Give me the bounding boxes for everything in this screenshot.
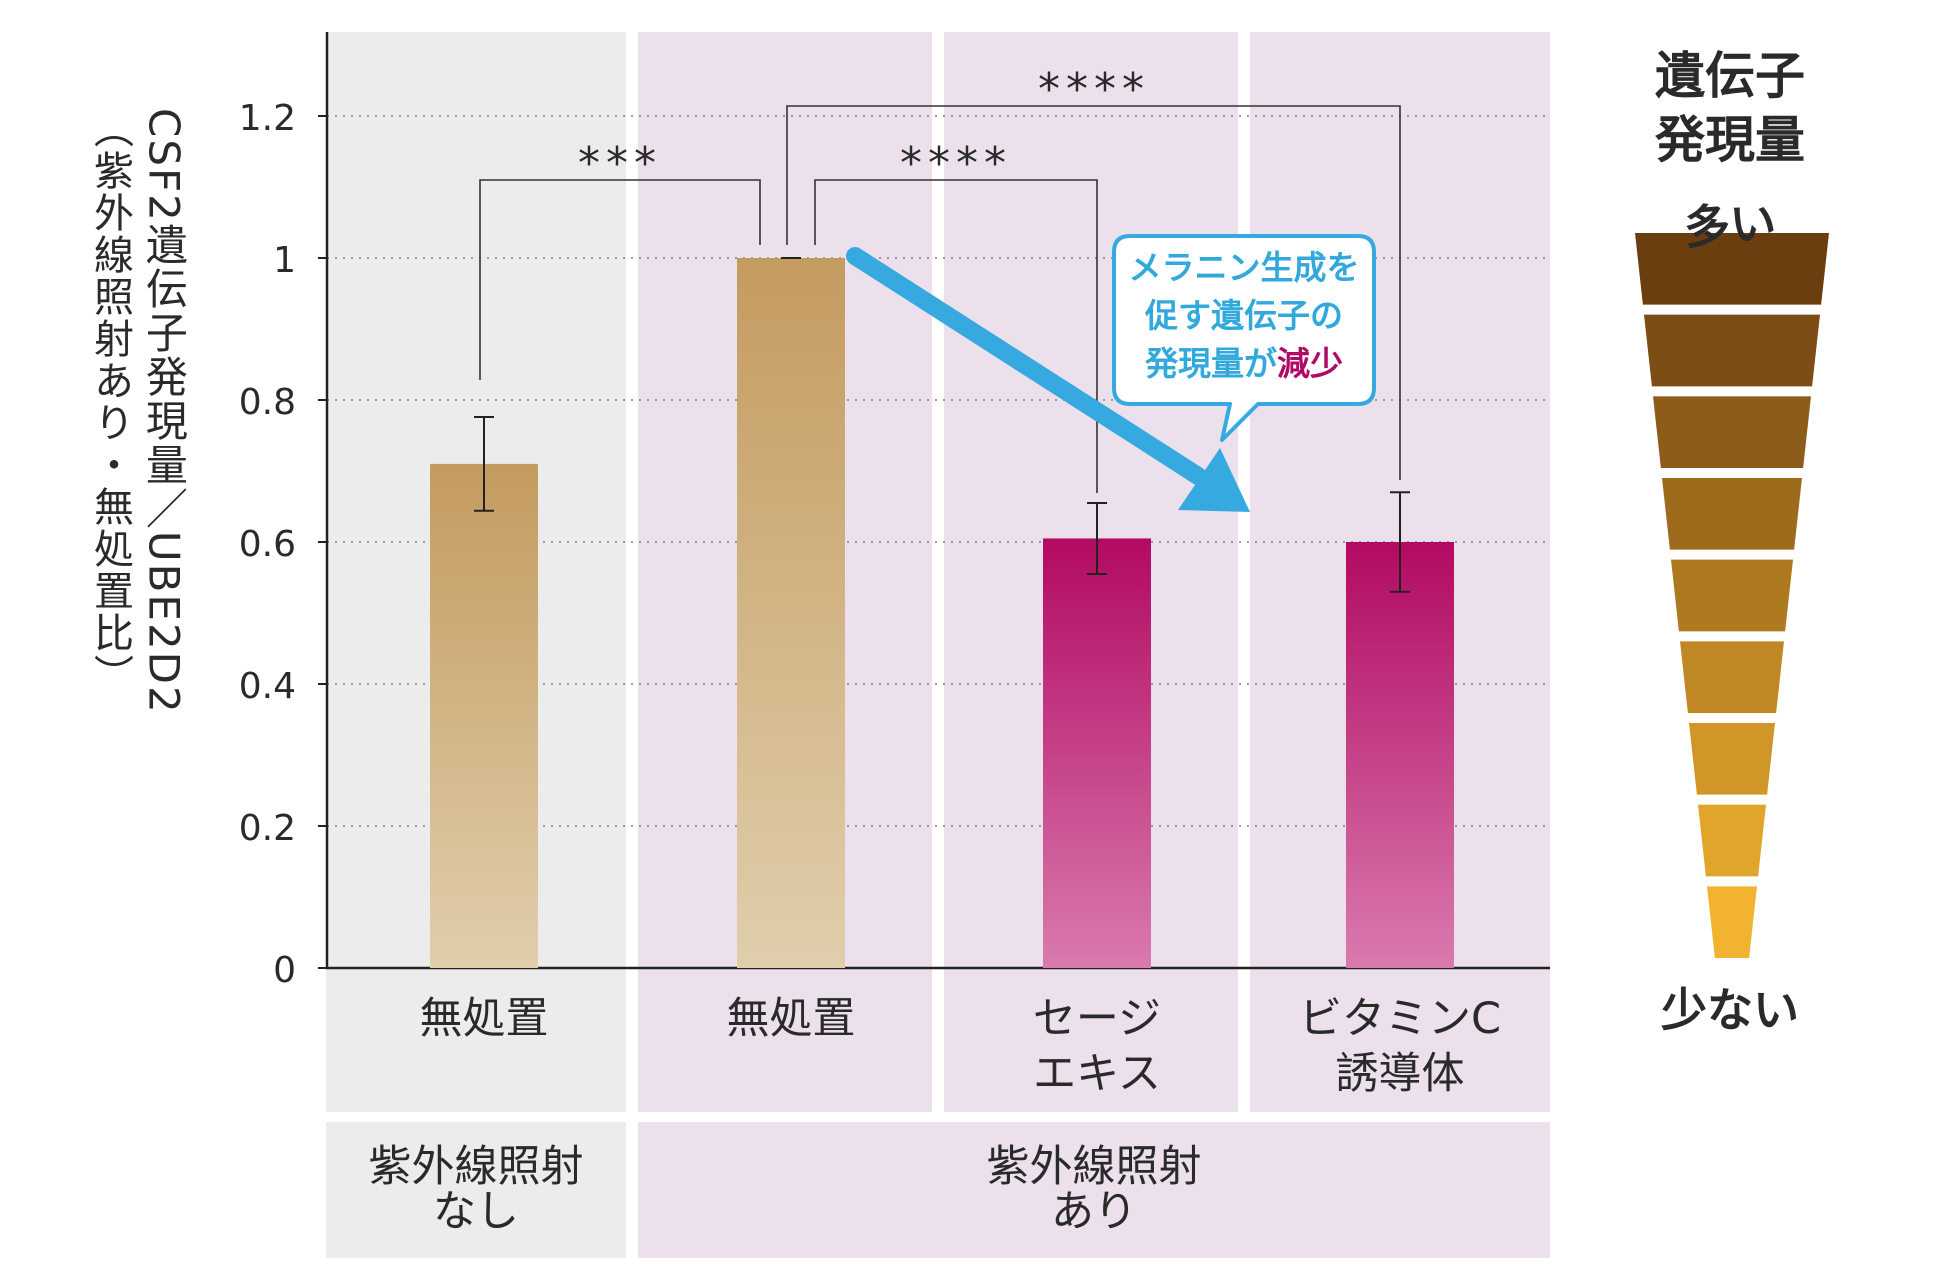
group-label: 紫外線照射 なし	[326, 1145, 626, 1235]
category-label-line: エキス	[1033, 1049, 1161, 1099]
funnel-segment	[1662, 478, 1802, 550]
callout-line2: 促す遺伝子の	[1145, 296, 1343, 335]
significance-label: ****	[1038, 64, 1150, 115]
y-axis-title: CSF2遺伝子発現量／UBE2D2	[138, 108, 188, 968]
gridlines	[318, 115, 1550, 969]
significance-brackets: *** ********	[479, 64, 1401, 493]
error-bar	[1390, 491, 1410, 593]
legend-title-line2: 発現量	[1655, 111, 1805, 169]
y-tick-label: 0.8	[239, 382, 296, 423]
significance-label: ***	[578, 138, 662, 189]
bar	[1043, 538, 1151, 968]
callout-line1: メラニン生成を	[1128, 248, 1360, 287]
bar	[737, 258, 845, 968]
group-label-line: なし	[433, 1187, 519, 1237]
callout-text: メラニン生成を 促す遺伝子の 発現量が減少	[1114, 244, 1374, 388]
panel-group-uv	[638, 1122, 1550, 1258]
panel-group-no-uv	[326, 1122, 626, 1258]
legend-title-line1: 遺伝子	[1655, 47, 1805, 105]
group-label-line: 紫外線照射	[368, 1142, 584, 1192]
category-label: ビタミンC 誘導体	[1250, 992, 1550, 1102]
y-tick-label: 0	[273, 950, 296, 991]
category-label: セージ エキス	[947, 992, 1247, 1102]
bar	[1346, 542, 1454, 968]
significance-bracket: ****	[786, 64, 1401, 480]
y-tick-label: 1.2	[239, 98, 296, 139]
significance-label: ****	[900, 138, 1012, 189]
legend-title: 遺伝子 発現量	[1620, 44, 1840, 172]
category-label-line: 無処置	[419, 994, 549, 1044]
funnel-segment	[1689, 723, 1775, 795]
y-tick-label: 0.6	[239, 524, 296, 565]
funnel-segment	[1680, 641, 1784, 713]
funnel-segment	[1671, 559, 1793, 632]
group-label-line: 紫外線照射	[986, 1142, 1202, 1192]
category-label-line: セージ	[1032, 994, 1162, 1044]
callout-emphasis: 減少	[1277, 344, 1343, 383]
group-label-line: あり	[1051, 1187, 1137, 1237]
group-label: 紫外線照射 あり	[638, 1145, 1550, 1235]
funnel-segment	[1653, 396, 1811, 468]
funnel-segment	[1635, 233, 1829, 305]
expression-funnel-legend	[1635, 233, 1829, 958]
y-axis-title-line2: （紫外線照射あり・無処置比）	[87, 108, 133, 696]
callout-line3: 発現量が減少	[1114, 340, 1374, 388]
error-bar	[474, 416, 494, 512]
y-axis-subtitle: （紫外線照射あり・無処置比）	[86, 108, 134, 968]
y-tick-label: 0.4	[239, 666, 296, 707]
category-label-line: 誘導体	[1335, 1049, 1465, 1099]
y-axis-title-line1: CSF2遺伝子発現量／UBE2D2	[139, 108, 189, 715]
callout-bubble	[1112, 234, 1376, 442]
category-label-line: ビタミンC	[1298, 994, 1502, 1044]
decrease-arrow	[846, 247, 1250, 512]
y-tick-label: 0.2	[239, 808, 296, 849]
funnel-segment	[1644, 314, 1820, 387]
bar	[430, 463, 538, 968]
error-bars	[474, 257, 1410, 593]
funnel-segment	[1698, 804, 1766, 877]
legend-bottom-label: 少ない	[1661, 983, 1799, 1037]
funnel-segment	[1707, 886, 1757, 958]
y-tick-label: 1	[273, 240, 296, 281]
callout-line3-prefix: 発現量が	[1145, 344, 1277, 383]
error-bar	[1087, 501, 1107, 575]
category-label: 無処置	[334, 992, 634, 1047]
category-label-line: 無処置	[726, 994, 856, 1044]
y-tick-labels: 0 0.2 0.4 0.6 0.8 1 1.2	[239, 98, 296, 991]
significance-bracket: ***	[479, 138, 761, 380]
bars	[430, 258, 1454, 968]
category-label: 無処置	[641, 992, 941, 1047]
significance-bracket: ****	[814, 138, 1098, 493]
